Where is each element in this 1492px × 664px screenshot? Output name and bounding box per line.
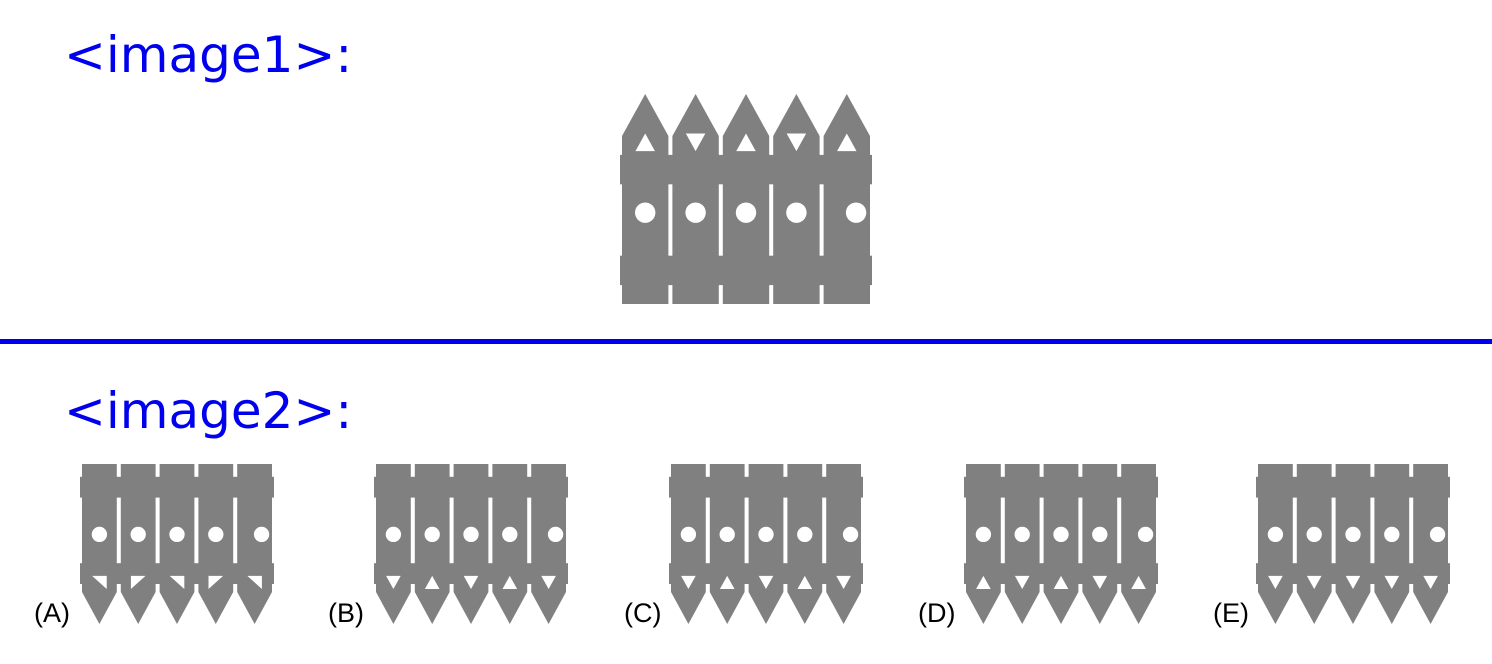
option-d-label[interactable]: (D) bbox=[918, 598, 956, 628]
picket-triangle bbox=[386, 575, 401, 589]
fence-picket bbox=[414, 464, 450, 624]
section-divider bbox=[0, 339, 1492, 344]
picket-circle bbox=[975, 526, 992, 543]
fence-picket bbox=[826, 464, 861, 624]
fence-picket bbox=[1082, 464, 1118, 624]
option-e-label[interactable]: (E) bbox=[1213, 598, 1249, 628]
picket-triangle bbox=[758, 575, 774, 589]
picket-circle bbox=[385, 526, 402, 543]
picket-triangle bbox=[1268, 575, 1283, 589]
fence-picket bbox=[748, 464, 784, 624]
picket-triangle bbox=[1014, 575, 1030, 589]
fence-picket bbox=[722, 94, 770, 304]
fence-picket bbox=[1004, 464, 1040, 624]
picket-circle bbox=[463, 526, 479, 543]
picket-circle bbox=[685, 202, 706, 223]
picket-circle bbox=[547, 526, 564, 543]
picket-circle bbox=[169, 526, 185, 543]
picket-triangle bbox=[837, 133, 857, 152]
reference-fence bbox=[620, 94, 872, 304]
picket-circle bbox=[758, 526, 774, 543]
picket-circle bbox=[208, 526, 224, 543]
picket-circle bbox=[130, 526, 146, 543]
fence-picket bbox=[671, 464, 706, 624]
fence-picket bbox=[787, 464, 823, 624]
picket-circle bbox=[1384, 526, 1400, 543]
picket-triangle bbox=[424, 575, 440, 589]
picket-triangle bbox=[719, 575, 735, 589]
picket-triangle bbox=[1423, 575, 1438, 589]
picket-circle bbox=[634, 202, 656, 223]
picket-circle bbox=[1092, 526, 1108, 543]
fence-picket bbox=[773, 94, 820, 304]
image2-heading: <image2>: bbox=[64, 382, 353, 440]
fence-picket bbox=[1374, 464, 1410, 624]
picket-triangle bbox=[1345, 575, 1361, 589]
fence-picket bbox=[376, 464, 411, 624]
picket-circle bbox=[1014, 526, 1030, 543]
fence-picket bbox=[82, 464, 117, 624]
fence-picket bbox=[1413, 464, 1448, 624]
fence-picket bbox=[531, 464, 566, 624]
picket-circle bbox=[253, 526, 270, 543]
picket-circle bbox=[1306, 526, 1322, 543]
fence-picket bbox=[622, 94, 669, 304]
picket-triangle bbox=[681, 575, 696, 589]
picket-triangle bbox=[976, 575, 991, 589]
fence-picket bbox=[453, 464, 489, 624]
option-a-fence[interactable] bbox=[80, 464, 274, 624]
picket-circle bbox=[1429, 526, 1446, 543]
option-e-fence[interactable] bbox=[1256, 464, 1450, 624]
fence-picket bbox=[823, 94, 870, 304]
picket-triangle bbox=[1384, 575, 1400, 589]
fence-picket bbox=[237, 464, 272, 624]
picket-triangle bbox=[502, 575, 518, 589]
fence-picket bbox=[1296, 464, 1332, 624]
picket-circle bbox=[786, 202, 807, 223]
picket-circle bbox=[842, 526, 859, 543]
picket-circle bbox=[502, 526, 518, 543]
fence-picket bbox=[120, 464, 156, 624]
picket-triangle bbox=[797, 575, 813, 589]
picket-circle bbox=[680, 526, 697, 543]
fence-picket bbox=[709, 464, 745, 624]
fence-picket bbox=[159, 464, 195, 624]
picket-circle bbox=[735, 202, 757, 223]
picket-triangle bbox=[1131, 575, 1146, 589]
option-b-fence[interactable] bbox=[374, 464, 568, 624]
picket-circle bbox=[91, 526, 108, 543]
picket-triangle bbox=[1092, 575, 1108, 589]
image1-heading: <image1>: bbox=[64, 26, 353, 84]
picket-triangle bbox=[1306, 575, 1322, 589]
fence-picket bbox=[198, 464, 234, 624]
fence-picket bbox=[672, 94, 719, 304]
picket-triangle bbox=[836, 575, 851, 589]
picket-triangle bbox=[635, 133, 655, 152]
picket-triangle bbox=[1053, 575, 1069, 589]
fence-picket bbox=[1258, 464, 1293, 624]
picket-circle bbox=[1053, 526, 1069, 543]
picket-circle bbox=[797, 526, 813, 543]
picket-triangle bbox=[736, 133, 756, 152]
fence-picket bbox=[1121, 464, 1156, 624]
picket-triangle bbox=[463, 575, 479, 589]
picket-circle bbox=[719, 526, 735, 543]
picket-triangle bbox=[685, 133, 706, 152]
picket-circle bbox=[424, 526, 440, 543]
option-c-fence[interactable] bbox=[669, 464, 863, 624]
option-c-label[interactable]: (C) bbox=[624, 598, 662, 628]
picket-triangle bbox=[786, 133, 807, 152]
fence-picket bbox=[966, 464, 1001, 624]
fence-picket bbox=[492, 464, 528, 624]
fence-picket bbox=[1335, 464, 1371, 624]
option-b-label[interactable]: (B) bbox=[328, 598, 364, 628]
picket-circle bbox=[1345, 526, 1361, 543]
picket-circle bbox=[1267, 526, 1284, 543]
fence-picket bbox=[1043, 464, 1079, 624]
option-a-label[interactable]: (A) bbox=[34, 598, 70, 628]
option-d-fence[interactable] bbox=[964, 464, 1158, 624]
picket-circle bbox=[845, 202, 867, 223]
picket-circle bbox=[1137, 526, 1154, 543]
picket-triangle bbox=[541, 575, 556, 589]
